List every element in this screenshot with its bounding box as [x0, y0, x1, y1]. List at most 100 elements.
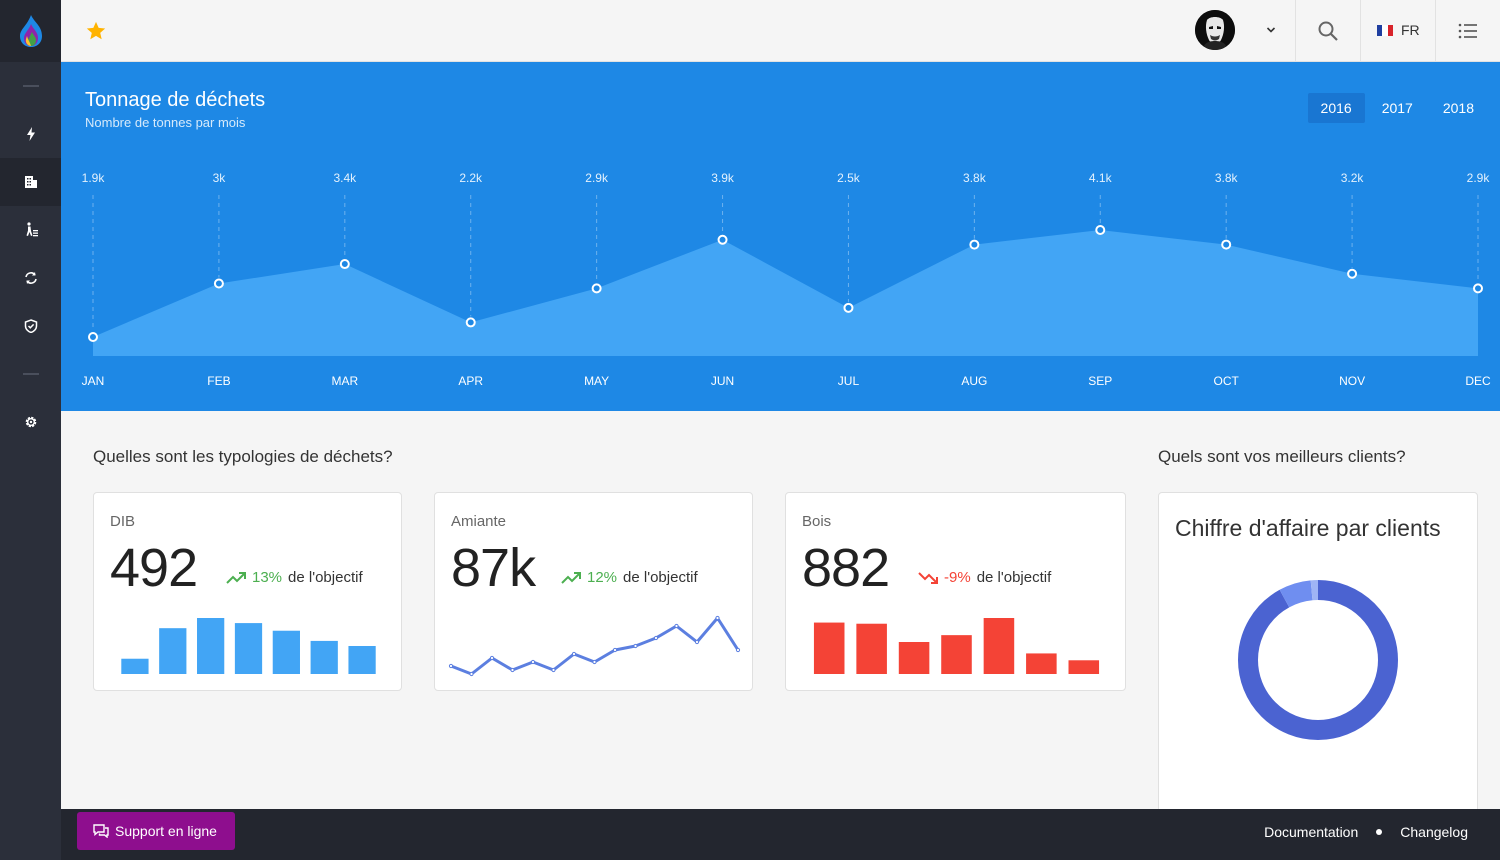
documentation-link[interactable]: Documentation — [1264, 824, 1359, 840]
spark-point — [653, 635, 659, 641]
data-label: 1.9k — [82, 171, 106, 185]
sidebar-item-settings[interactable] — [0, 398, 61, 446]
card-trend-text: de l'objectif — [976, 569, 1052, 586]
spark-bar — [272, 630, 300, 674]
data-point[interactable] — [213, 278, 224, 289]
data-point[interactable] — [1473, 283, 1483, 294]
account-dropdown-chevron-down-icon[interactable] — [1263, 22, 1279, 43]
data-point[interactable] — [717, 234, 728, 245]
card-value: 87k — [451, 538, 536, 598]
sidebar-item-building[interactable] — [0, 158, 61, 206]
language-selector[interactable]: FR — [1377, 22, 1420, 38]
sidebar-divider — [0, 62, 61, 110]
sidebar-item-shield[interactable] — [0, 302, 61, 350]
app-logo[interactable] — [0, 0, 61, 62]
sidebar-item-worker[interactable] — [0, 206, 61, 254]
topbar-divider — [1435, 0, 1436, 62]
x-tick-label: JUN — [711, 374, 734, 388]
spark-bar — [197, 618, 225, 674]
card-label: Amiante — [451, 513, 507, 530]
spark-bar — [121, 658, 149, 674]
x-tick-label: OCT — [1214, 374, 1240, 388]
x-tick-label: SEP — [1088, 374, 1112, 388]
gear-icon — [25, 416, 36, 428]
donut-slice[interactable] — [1238, 580, 1398, 740]
list-menu-icon[interactable] — [1458, 22, 1478, 45]
topbar-divider — [1295, 0, 1296, 62]
chart-title: Tonnage de déchets — [85, 89, 266, 111]
footer: Support en ligne Documentation Changelog — [61, 809, 1500, 860]
x-tick-label: FEB — [207, 374, 230, 388]
data-point[interactable] — [339, 259, 350, 270]
spark-point — [448, 663, 454, 669]
spark-bar — [310, 640, 338, 674]
changelog-link[interactable]: Changelog — [1400, 824, 1468, 840]
spark-point — [551, 667, 556, 673]
spark-point — [530, 659, 536, 665]
clients-section-title: Quels sont vos meilleurs clients? — [1158, 447, 1406, 466]
bois-bar-sparkline — [813, 618, 1100, 674]
data-label: 3.9k — [711, 171, 735, 185]
spark-bar — [983, 618, 1015, 674]
clients-donut-chart — [1238, 580, 1398, 740]
x-tick-label: AUG — [961, 374, 987, 388]
waste-type-card-amiante: Amiante 87k 12% de l'objectif — [434, 492, 753, 691]
sidebar-item-sync[interactable] — [0, 254, 61, 302]
spark-point — [489, 655, 495, 661]
spark-point — [571, 651, 577, 657]
spark-point — [715, 615, 720, 621]
donut-slice[interactable] — [1238, 580, 1398, 740]
card-trend: -9% de l'objectif — [918, 569, 1051, 586]
x-tick-label: MAY — [584, 374, 609, 388]
trending-up-icon — [226, 571, 246, 584]
year-selector: 2016 2017 2018 — [1307, 93, 1487, 123]
favorite-star-icon[interactable] — [85, 20, 107, 47]
x-tick-label: DEC — [1465, 374, 1491, 388]
data-point[interactable] — [88, 332, 98, 342]
spark-point — [592, 659, 597, 665]
spark-point — [633, 643, 638, 649]
x-tick-label: JAN — [82, 374, 105, 388]
topbar: FR — [61, 0, 1500, 62]
person-walking-icon — [26, 222, 38, 237]
sidebar-item-lightning[interactable] — [0, 110, 61, 158]
spark-bar — [234, 623, 263, 674]
trending-up-icon — [561, 571, 581, 584]
online-support-button[interactable]: Support en ligne — [77, 812, 235, 850]
spark-bar — [1068, 660, 1100, 674]
data-label: 3k — [213, 171, 227, 185]
spark-line — [450, 616, 740, 676]
year-button-2016[interactable]: 2016 — [1307, 93, 1365, 123]
building-icon — [24, 176, 37, 188]
x-tick-label: MAR — [331, 374, 358, 388]
data-point[interactable] — [591, 283, 602, 294]
data-point[interactable] — [969, 239, 980, 250]
card-trend: 12% de l'objectif — [561, 569, 698, 586]
waste-type-card-bois: Bois 882 -9% de l'objectif — [785, 492, 1126, 691]
data-point[interactable] — [1221, 239, 1232, 250]
year-button-2018[interactable]: 2018 — [1442, 100, 1474, 116]
spark-bar — [159, 628, 187, 674]
clients-card-title: Chiffre d'affaire par clients — [1175, 515, 1441, 541]
data-point[interactable] — [843, 302, 854, 313]
avatar[interactable] — [1195, 10, 1235, 50]
data-label: 2.5k — [837, 171, 861, 185]
year-button-2017[interactable]: 2017 — [1381, 100, 1413, 116]
spark-point — [510, 667, 515, 673]
data-point[interactable] — [1095, 225, 1106, 235]
dib-bar-sparkline — [121, 618, 376, 674]
flame-logo-icon — [19, 15, 42, 47]
shield-check-icon — [24, 319, 37, 333]
chat-bubbles-icon — [93, 824, 109, 838]
clients-revenue-card: Chiffre d'affaire par clients — [1158, 492, 1478, 822]
card-label: Bois — [802, 513, 832, 530]
search-icon[interactable] — [1317, 20, 1339, 47]
spark-bar — [856, 623, 887, 674]
data-label: 3.8k — [963, 171, 987, 185]
amiante-line-sparkline — [448, 615, 741, 677]
data-label: 4.1k — [1089, 171, 1113, 185]
data-point[interactable] — [465, 317, 476, 328]
data-point[interactable] — [1347, 268, 1358, 279]
spark-bar — [1026, 653, 1057, 674]
card-trend: 13% de l'objectif — [226, 569, 363, 586]
